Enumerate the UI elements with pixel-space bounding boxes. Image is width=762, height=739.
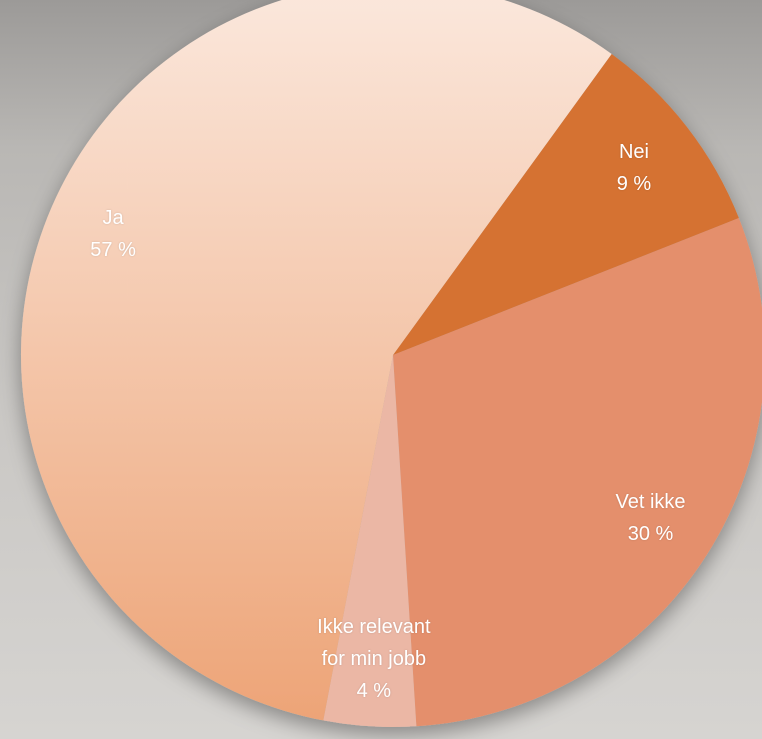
value-label: 9 % bbox=[616, 173, 652, 196]
value-label: 57 % bbox=[90, 238, 136, 261]
pie-slice bbox=[21, 0, 612, 721]
slice-label: Nei 9 % bbox=[564, 136, 704, 200]
value-label: 4 % bbox=[356, 680, 392, 703]
slice-label: Ja 57 % bbox=[43, 202, 183, 266]
category-label: Nei bbox=[618, 141, 649, 164]
pie-slice bbox=[323, 355, 417, 727]
slice-label: Ikke relevant for min jobb 4 % bbox=[304, 611, 444, 707]
category-label: Ikke relevant for min jobb bbox=[317, 616, 431, 671]
category-label: Vet ikke bbox=[615, 491, 686, 514]
category-label: Ja bbox=[102, 206, 124, 229]
pie bbox=[21, 0, 762, 727]
slice-label: Vet ikke 30 % bbox=[581, 486, 721, 550]
pie-slice bbox=[393, 218, 762, 727]
pie-slice bbox=[393, 54, 739, 355]
value-label: 30 % bbox=[627, 523, 674, 546]
